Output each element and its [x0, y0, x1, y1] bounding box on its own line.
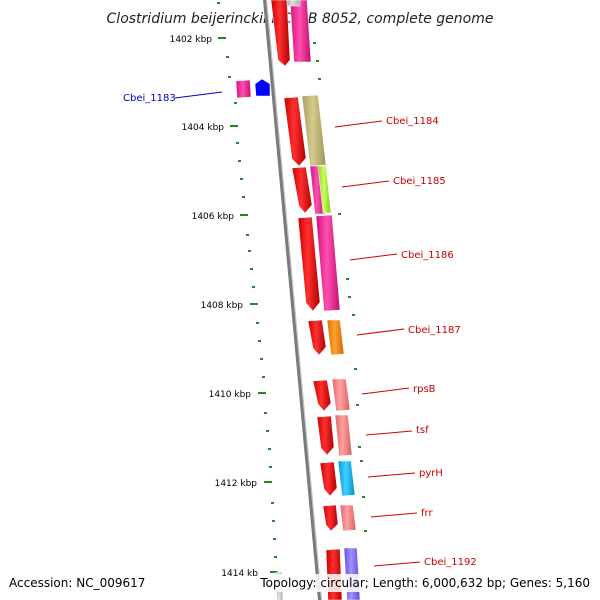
- cog-box-rpsb: [331, 378, 351, 412]
- tick-1414: 1414 kb: [221, 569, 278, 579]
- gene-label-cbei-1192: Cbei_1192: [373, 557, 477, 568]
- cog-box-cbei-1185-b: [317, 165, 332, 214]
- gene-label-cbei-1187: Cbei_1187: [356, 325, 461, 336]
- footer-background: [258, 574, 600, 592]
- gene-arrow-cbei-1187: [307, 319, 327, 356]
- gene-arrow-tsf: [316, 415, 335, 456]
- cog-box-top-gray: [286, 0, 301, 7]
- tick-1412: 1412 kbp: [215, 479, 272, 489]
- gene-label-frr: frr: [370, 508, 433, 519]
- gene-label-pyrh: pyrH: [367, 468, 443, 479]
- tick-1410: 1410 kbp: [209, 390, 266, 400]
- tick-dots: [217, 2, 367, 558]
- footer-topology: Topology: circular; Length: 6,000,632 bp…: [259, 576, 590, 590]
- cog-box-cbei-1187: [326, 319, 345, 356]
- svg-text:1406 kbp: 1406 kbp: [192, 212, 235, 222]
- cog-box-cbei-1184: [301, 94, 327, 167]
- gene-arrow-cbei-1183: [254, 78, 271, 97]
- cog-box-cbei-1186: [315, 214, 341, 312]
- svg-text:Cbei_1186: Cbei_1186: [401, 250, 454, 261]
- svg-text:Cbei_1192: Cbei_1192: [424, 557, 477, 568]
- svg-text:1412 kbp: 1412 kbp: [215, 479, 258, 489]
- gene-labels: Cbei_1183 Cbei_1184 Cbei_1185 Cbei_1186 …: [123, 91, 477, 568]
- svg-text:1410 kbp: 1410 kbp: [209, 390, 252, 400]
- gene-arrow-pyrh: [319, 461, 338, 497]
- gene-arrow-cbei-1186: [297, 216, 321, 312]
- tick-1402: 1402 kbp: [170, 35, 226, 45]
- cog-box-frr: [339, 504, 357, 532]
- svg-text:pyrH: pyrH: [419, 468, 443, 479]
- scale-ticks: 1402 kbp 1404 kbp 1406 kbp 1408 kbp 1410…: [170, 35, 278, 579]
- svg-text:Cbei_1183: Cbei_1183: [123, 93, 176, 104]
- tick-1406: 1406 kbp: [192, 212, 248, 222]
- svg-text:rpsB: rpsB: [413, 384, 436, 395]
- gene-label-cbei-1185: Cbei_1185: [341, 176, 446, 188]
- cog-box-pyrh: [337, 460, 356, 497]
- svg-text:tsf: tsf: [416, 425, 429, 436]
- gene-arrow-rpsb: [312, 379, 332, 412]
- footer-accession: Accession: NC_009617: [9, 576, 145, 590]
- svg-text:frr: frr: [421, 508, 433, 519]
- tick-1404: 1404 kbp: [182, 123, 238, 133]
- gene-arrow-cbei-1184: [283, 96, 307, 167]
- svg-text:1408 kbp: 1408 kbp: [201, 301, 244, 311]
- gene-label-rpsb: rpsB: [361, 384, 436, 395]
- cog-box-top-partial: [289, 0, 312, 63]
- genome-backbone: [263, 0, 322, 600]
- gene-label-cbei-1184: Cbei_1184: [334, 116, 439, 128]
- svg-text:1414 kb: 1414 kb: [221, 569, 258, 579]
- gene-arrow-frr: [322, 504, 339, 532]
- gene-arrow-top-partial: [270, 0, 291, 67]
- gene-label-cbei-1186: Cbei_1186: [349, 250, 454, 261]
- svg-text:1402 kbp: 1402 kbp: [170, 35, 213, 45]
- gene-features: [235, 0, 361, 600]
- tick-1408: 1408 kbp: [201, 301, 258, 311]
- cog-box-cbei-1183: [235, 79, 252, 99]
- svg-text:Cbei_1187: Cbei_1187: [408, 325, 461, 336]
- cog-box-tsf: [334, 414, 353, 457]
- gene-label-cbei-1183: Cbei_1183: [123, 91, 223, 104]
- svg-text:1404 kbp: 1404 kbp: [182, 123, 225, 133]
- svg-text:Cbei_1184: Cbei_1184: [386, 116, 439, 127]
- gene-label-tsf: tsf: [365, 425, 429, 436]
- svg-text:Cbei_1185: Cbei_1185: [393, 176, 446, 187]
- gene-arrow-cbei-1185: [291, 166, 313, 214]
